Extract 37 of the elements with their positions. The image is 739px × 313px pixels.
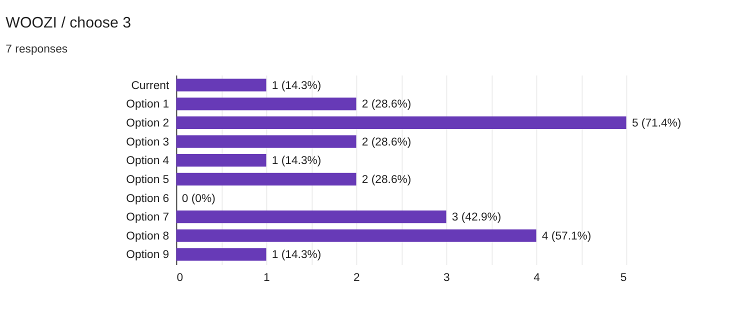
text: 7 responses [6,43,68,56]
data-label: 1 (14.3%) [272,155,322,168]
bar [176,229,536,242]
data-label: 3 (42.9%) [452,212,502,224]
data-label: 2 (28.6%) [362,174,412,186]
data-label: 2 (28.6%) [362,98,412,111]
y-tick-label: Option 4 [126,155,170,168]
data-label: 0 (0%) [182,192,216,205]
bar [176,248,266,261]
x-tick-label: 4 [534,272,540,284]
bar [176,210,446,224]
data-label: 1 (14.3%) [272,80,322,92]
bar [176,135,356,148]
data-label: 2 (28.6%) [362,136,412,148]
data-label: 5 (71.4%) [632,118,682,130]
y-tick-label: Option 9 [126,249,170,262]
bar [176,172,356,186]
x-tick-label: 1 [264,272,270,284]
x-tick-label: 0 [176,272,184,284]
x-tick-label: 3 [444,272,450,284]
y-tick-label: Option 8 [126,230,170,242]
y-tick-label: Option 1 [126,98,170,111]
x-tick-label: 5 [620,272,627,284]
x-tick-label: 2 [354,272,360,284]
data-label: 1 (14.3%) [272,249,322,262]
y-tick-label: Option 7 [126,212,170,224]
y-tick-label: Option 6 [126,192,170,205]
chart-title: WOOZI / choose 3 [6,14,132,32]
bar [176,78,266,92]
bar [176,116,626,130]
y-tick-label: Option 5 [126,174,170,186]
data-label: 4 (57.1%) [542,230,592,242]
y-tick-label: Option 3 [126,136,170,148]
bar [176,154,266,167]
y-tick-label: Option 2 [126,118,170,130]
bar [176,98,356,110]
y-tick-label: Current [131,80,170,92]
